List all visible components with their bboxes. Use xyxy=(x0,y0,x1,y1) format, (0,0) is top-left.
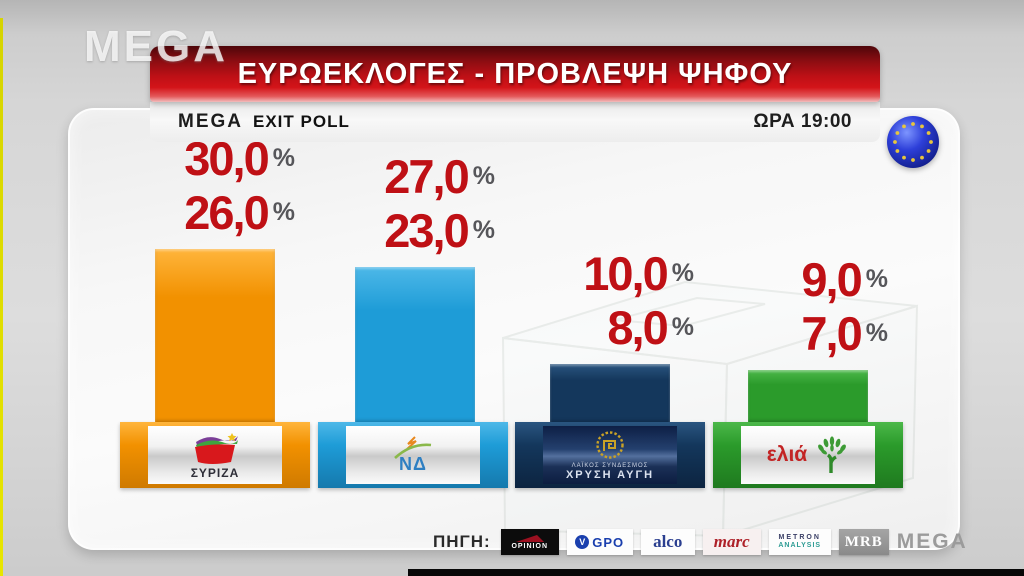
bar-syriza xyxy=(155,249,275,422)
nd-logo-icon xyxy=(394,435,432,459)
elia-logo-icon xyxy=(818,436,847,473)
percent-sign: % xyxy=(272,144,295,172)
elia-logo-plate: ελιά xyxy=(741,426,875,484)
video-letterbox-bar xyxy=(408,569,1024,576)
metron-text: METRON xyxy=(778,534,821,541)
band-syriza: ΣΥΡΙΖΑ xyxy=(120,422,310,488)
pct-high: 10,0% xyxy=(512,250,694,308)
bar-nd xyxy=(355,267,475,422)
pct-value: 8,0 xyxy=(607,301,668,354)
pct-value: 30,0 xyxy=(184,132,269,185)
percent-sign: % xyxy=(865,319,888,347)
opinion-swoosh-icon xyxy=(515,535,544,542)
pct-value: 23,0 xyxy=(384,204,469,257)
pct-high: 9,0% xyxy=(706,256,888,314)
party-name-label: ελιά xyxy=(766,443,808,466)
pct-value: 10,0 xyxy=(583,247,668,300)
pct-value: 9,0 xyxy=(801,253,862,306)
pct-labels-nd: 27,0% 23,0% xyxy=(313,153,505,265)
party-name-label-small: ΛΑΪΚΟΣ ΣΥΝΔΕΣΜΟΣ xyxy=(571,462,649,469)
mrb-text: MRB xyxy=(844,533,883,550)
mega-logo: MEGA xyxy=(178,111,243,132)
gpo-v-icon: V xyxy=(575,535,590,549)
analysis-text: ANALYSIS xyxy=(778,542,822,549)
marc-text: marc xyxy=(713,532,750,551)
band-golden-dawn: ΛΑΪΚΟΣ ΣΥΝΔΕΣΜΟΣ ΧΡΥΣΗ ΑΥΓΗ xyxy=(515,422,705,488)
party-name-label: ΧΡΥΣΗ ΑΥΓΗ xyxy=(565,468,655,481)
syriza-logo-plate: ΣΥΡΙΖΑ xyxy=(148,426,282,484)
gpo-text: GPO xyxy=(592,534,625,550)
nd-logo-plate: ΝΔ xyxy=(346,426,480,484)
pct-high: 30,0% xyxy=(113,135,295,193)
exit-poll-label: EXIT POLL xyxy=(253,112,350,131)
sources-row: ΠΗΓΗ: OPINION V GPO alco marc METRON ANA… xyxy=(433,527,968,557)
source-logo-marc: marc xyxy=(702,529,761,555)
golden-dawn-logo-plate: ΛΑΪΚΟΣ ΣΥΝΔΕΣΜΟΣ ΧΡΥΣΗ ΑΥΓΗ xyxy=(543,426,677,484)
source-logo-metron-analysis: METRON ANALYSIS xyxy=(768,529,831,555)
pct-labels-golden-dawn: 10,0% 8,0% xyxy=(512,250,704,362)
bar-elia xyxy=(748,370,868,422)
source-logo-mrb: MRB xyxy=(838,529,889,555)
sources-label: ΠΗΓΗ: xyxy=(433,532,491,551)
party-name-label: ΝΔ xyxy=(399,453,427,474)
pct-value: 26,0 xyxy=(184,186,269,239)
title-banner: ΕΥΡΩΕΚΛΟΓΕΣ - ΠΡΟΒΛΕΨΗ ΨΗΦΟΥ xyxy=(150,46,880,102)
percent-sign: % xyxy=(472,216,495,244)
time-label: ΩΡΑ 19:00 xyxy=(753,111,852,132)
pct-low: 23,0% xyxy=(313,207,495,265)
percent-sign: % xyxy=(472,162,495,190)
percent-sign: % xyxy=(671,259,694,287)
party-name-label: ΣΥΡΙΖΑ xyxy=(190,465,240,480)
eu-flag-icon xyxy=(887,116,939,168)
pct-low: 8,0% xyxy=(512,304,694,362)
pct-value: 27,0 xyxy=(384,150,469,203)
source-logo-alco: alco xyxy=(640,529,695,555)
subtitle-band: MEGA EXIT POLL ΩΡΑ 19:00 xyxy=(150,102,880,142)
page-title: ΕΥΡΩΕΚΛΟΓΕΣ - ΠΡΟΒΛΕΨΗ ΨΗΦΟΥ xyxy=(237,57,793,90)
band-elia: ελιά xyxy=(713,422,903,488)
pct-low: 26,0% xyxy=(113,189,295,247)
syriza-logo-icon xyxy=(195,432,238,464)
source-logo-mega: MEGA xyxy=(896,530,968,553)
percent-sign: % xyxy=(272,198,295,226)
pct-labels-syriza: 30,0% 26,0% xyxy=(113,135,305,247)
percent-sign: % xyxy=(865,265,888,293)
pct-value: 7,0 xyxy=(801,307,862,360)
alco-text: alco xyxy=(653,532,683,551)
source-logo-gpo: V GPO xyxy=(566,529,633,555)
golden-dawn-logo-icon xyxy=(596,430,624,459)
pct-labels-elia: 9,0% 7,0% xyxy=(706,256,898,368)
percent-sign: % xyxy=(671,313,694,341)
mega-watermark-logo: MEGA xyxy=(84,22,228,71)
bar-golden-dawn xyxy=(550,364,670,422)
video-edge-strip xyxy=(0,18,3,576)
pct-high: 27,0% xyxy=(313,153,495,211)
pct-low: 7,0% xyxy=(706,310,888,368)
band-nd: ΝΔ xyxy=(318,422,508,488)
opinion-text: OPINION xyxy=(511,543,548,550)
exit-poll-caption: MEGA EXIT POLL xyxy=(178,111,350,133)
source-logo-opinion: OPINION xyxy=(500,529,559,555)
